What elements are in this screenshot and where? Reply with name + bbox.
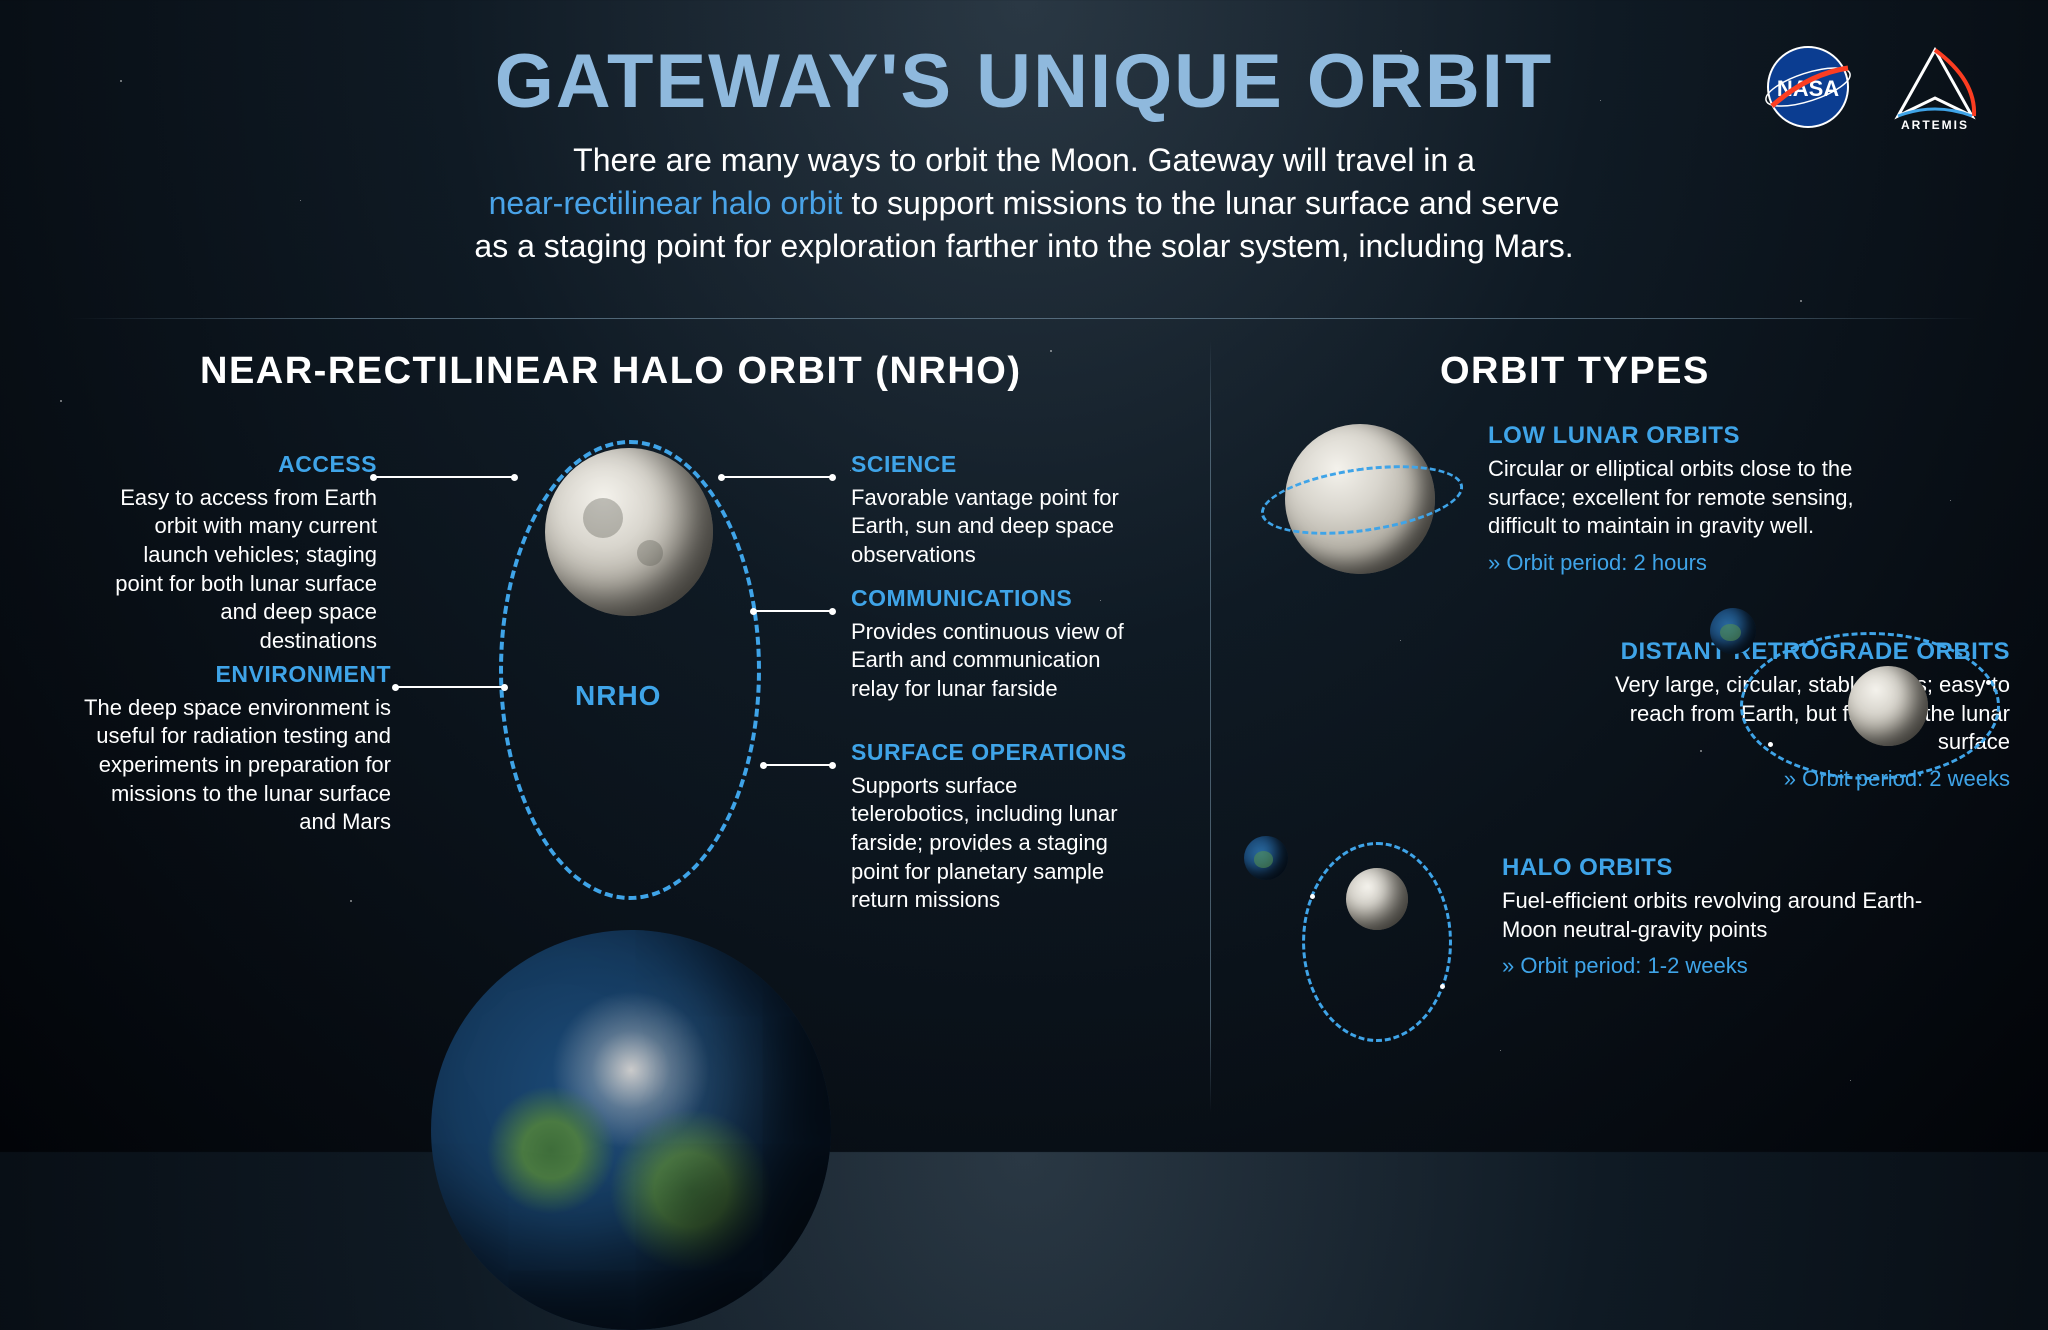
callout-label: ACCESS bbox=[87, 450, 377, 480]
callout-label: ENVIRONMENT bbox=[71, 660, 391, 690]
logos: NASA ARTEMIS bbox=[1758, 44, 1990, 130]
subtitle-line3: as a staging point for exploration farth… bbox=[474, 228, 1573, 264]
nrho-orbit-label: NRHO bbox=[575, 680, 661, 712]
nasa-logo-icon: NASA bbox=[1758, 44, 1858, 130]
page-subtitle: There are many ways to orbit the Moon. G… bbox=[0, 139, 2048, 269]
orbit-type-halo: HALO ORBITS Fuel-efficient orbits revolv… bbox=[1250, 852, 2010, 1012]
orbit-type-distant-retrograde: DISTANT RETROGRADE ORBITS Very large, ci… bbox=[1250, 636, 2010, 796]
leader-line bbox=[721, 476, 833, 478]
subtitle-line1: There are many ways to orbit the Moon. G… bbox=[573, 142, 1475, 178]
callout-science: SCIENCE Favorable vantage point for Eart… bbox=[851, 450, 1131, 570]
earth-icon bbox=[431, 930, 831, 1330]
satellite-dot bbox=[1440, 984, 1445, 989]
satellite-dot bbox=[1768, 742, 1773, 747]
subtitle-line2-rest: to support missions to the lunar surface… bbox=[843, 185, 1560, 221]
orbit-type-body: Fuel-efficient orbits revolving around E… bbox=[1502, 887, 1932, 944]
callout-body: Favorable vantage point for Earth, sun a… bbox=[851, 484, 1131, 570]
artemis-logo-icon: ARTEMIS bbox=[1880, 44, 1990, 130]
halo-graphic bbox=[1244, 842, 1504, 1052]
page-title: GATEWAY'S UNIQUE ORBIT bbox=[0, 38, 2048, 125]
distant-retrograde-graphic bbox=[1710, 626, 2020, 796]
callout-label: SCIENCE bbox=[851, 450, 1131, 480]
leader-line bbox=[763, 764, 833, 766]
orbit-type-label: HALO ORBITS bbox=[1502, 852, 1932, 883]
callout-label: SURFACE OPERATIONS bbox=[851, 738, 1131, 768]
satellite-dot bbox=[1310, 894, 1315, 899]
earth-icon bbox=[1710, 608, 1756, 654]
orbit-type-period: » Orbit period: 1-2 weeks bbox=[1502, 952, 1932, 981]
leader-line bbox=[753, 610, 833, 612]
callout-surface-operations: SURFACE OPERATIONS Supports surface tele… bbox=[851, 738, 1131, 915]
vertical-divider bbox=[1210, 340, 1211, 1112]
header: GATEWAY'S UNIQUE ORBIT There are many wa… bbox=[0, 0, 2048, 269]
satellite-dot bbox=[1986, 680, 1991, 685]
callout-label: COMMUNICATIONS bbox=[851, 584, 1131, 614]
moon-icon bbox=[1848, 666, 1928, 746]
orbit-types-section-title: ORBIT TYPES bbox=[1440, 350, 1710, 393]
nrho-diagram: NRHO ACCESS Easy to access from Earth or… bbox=[95, 420, 1175, 1120]
orbit-type-text: HALO ORBITS Fuel-efficient orbits revolv… bbox=[1502, 852, 1932, 981]
low-lunar-graphic bbox=[1260, 414, 1460, 584]
callout-body: The deep space environment is useful for… bbox=[71, 694, 391, 837]
orbit-type-low-lunar: LOW LUNAR ORBITS Circular or elliptical … bbox=[1250, 420, 2010, 580]
orbit-type-label: LOW LUNAR ORBITS bbox=[1488, 420, 1918, 451]
moon-icon bbox=[1346, 868, 1408, 930]
moon-icon bbox=[545, 448, 713, 616]
nrho-section-title: NEAR-RECTILINEAR HALO ORBIT (NRHO) bbox=[200, 350, 1022, 393]
orbit-type-text: LOW LUNAR ORBITS Circular or elliptical … bbox=[1488, 420, 1918, 578]
orbit-type-body: Circular or elliptical orbits close to t… bbox=[1488, 455, 1918, 541]
horizontal-divider bbox=[70, 318, 1978, 319]
callout-body: Supports surface telerobotics, including… bbox=[851, 772, 1131, 915]
callout-communications: COMMUNICATIONS Provides continuous view … bbox=[851, 584, 1131, 704]
earth-icon bbox=[1244, 836, 1288, 880]
orbit-types-panel: LOW LUNAR ORBITS Circular or elliptical … bbox=[1250, 420, 2010, 1068]
callout-body: Provides continuous view of Earth and co… bbox=[851, 618, 1131, 704]
leader-line bbox=[373, 476, 515, 478]
subtitle-highlight: near-rectilinear halo orbit bbox=[489, 185, 843, 221]
callout-environment: ENVIRONMENT The deep space environment i… bbox=[71, 660, 391, 837]
orbit-type-period: » Orbit period: 2 hours bbox=[1488, 549, 1918, 578]
callout-access: ACCESS Easy to access from Earth orbit w… bbox=[87, 450, 377, 655]
callout-body: Easy to access from Earth orbit with man… bbox=[97, 484, 377, 656]
leader-line bbox=[395, 686, 505, 688]
artemis-logo-text: ARTEMIS bbox=[1901, 118, 1969, 130]
orbit-path bbox=[1257, 454, 1468, 546]
